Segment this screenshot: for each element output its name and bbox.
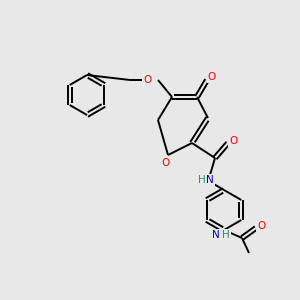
Text: O: O bbox=[144, 75, 152, 85]
Text: H: H bbox=[198, 175, 206, 185]
Text: O: O bbox=[229, 136, 237, 146]
Text: O: O bbox=[208, 72, 216, 82]
Text: N: N bbox=[212, 230, 220, 240]
Text: H: H bbox=[222, 230, 230, 240]
Text: O: O bbox=[162, 158, 170, 168]
Text: N: N bbox=[206, 175, 214, 185]
Text: O: O bbox=[257, 221, 265, 231]
